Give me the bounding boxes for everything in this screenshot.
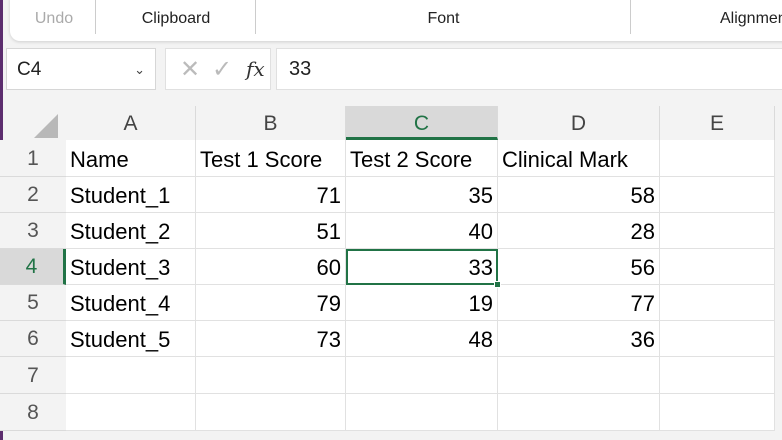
divider [255,0,256,34]
cell-b3[interactable]: 51 [196,213,346,249]
cell-c7[interactable] [346,357,498,394]
row-header-8[interactable]: 8 [0,394,66,431]
ribbon-group-undo[interactable]: Undo [34,10,74,27]
cell-e4[interactable] [660,249,775,285]
column-header-e[interactable]: E [660,106,775,140]
cell-d6[interactable]: 36 [498,321,660,357]
cell-d5[interactable]: 77 [498,285,660,321]
cell-c2[interactable]: 35 [346,177,498,213]
cell-b2[interactable]: 71 [196,177,346,213]
row-header-2[interactable]: 2 [0,177,66,213]
chevron-down-icon[interactable]: ⌄ [134,62,145,77]
cell-a4[interactable]: Student_3 [66,249,196,285]
row-header-7[interactable]: 7 [0,357,66,394]
cell-c6[interactable]: 48 [346,321,498,357]
check-icon[interactable]: ✓ [212,56,233,83]
ribbon-group-alignment[interactable]: Alignment [720,10,782,27]
cell-b8[interactable] [196,394,346,431]
cell-d2[interactable]: 58 [498,177,660,213]
cell-d4[interactable]: 56 [498,249,660,285]
cell-a8[interactable] [66,394,196,431]
cell-e6[interactable] [660,321,775,357]
cell-b6[interactable]: 73 [196,321,346,357]
ribbon: Undo Clipboard Font Alignment [10,0,782,41]
ribbon-group-font[interactable]: Font [427,10,460,27]
cell-a1[interactable]: Name [66,140,196,177]
row-header-4[interactable]: 4 [0,249,66,285]
row-header-3[interactable]: 3 [0,213,66,249]
cell-b1[interactable]: Test 1 Score [196,140,346,177]
ribbon-group-clipboard[interactable]: Clipboard [141,10,211,27]
cell-c4[interactable]: 33 [346,249,498,285]
cell-e7[interactable] [660,357,775,394]
cell-d3[interactable]: 28 [498,213,660,249]
select-all-icon[interactable] [34,114,58,138]
name-box-value: C4 [17,59,42,80]
cell-d1[interactable]: Clinical Mark [498,140,660,177]
formula-input[interactable]: 33 [276,48,782,90]
cell-e8[interactable] [660,394,775,431]
cell-c3[interactable]: 40 [346,213,498,249]
cell-b4[interactable]: 60 [196,249,346,285]
cell-a7[interactable] [66,357,196,394]
cell-d8[interactable] [498,394,660,431]
cell-e3[interactable] [660,213,775,249]
cell-a2[interactable]: Student_1 [66,177,196,213]
cell-d7[interactable] [498,357,660,394]
cell-e5[interactable] [660,285,775,321]
column-header-c[interactable]: C [346,106,498,140]
cell-c1[interactable]: Test 2 Score [346,140,498,177]
divider [630,0,631,34]
row-header-6[interactable]: 6 [0,321,66,357]
formula-buttons: ✕ ✓ fx [165,48,271,90]
row-header-5[interactable]: 5 [0,285,66,321]
cell-c8[interactable] [346,394,498,431]
x-icon[interactable]: ✕ [180,56,201,83]
name-box[interactable]: C4 ⌄ [6,48,156,90]
cell-b7[interactable] [196,357,346,394]
cell-a6[interactable]: Student_5 [66,321,196,357]
row-header-1[interactable]: 1 [0,140,66,177]
cell-a3[interactable]: Student_2 [66,213,196,249]
column-header-b[interactable]: B [196,106,346,140]
cell-b5[interactable]: 79 [196,285,346,321]
column-header-d[interactable]: D [498,106,660,140]
fill-handle[interactable] [494,281,501,288]
cell-e2[interactable] [660,177,775,213]
cell-e1[interactable] [660,140,775,177]
cell-c5[interactable]: 19 [346,285,498,321]
fx-icon[interactable]: fx [246,57,265,81]
cell-a5[interactable]: Student_4 [66,285,196,321]
column-header-a[interactable]: A [66,106,196,140]
divider [95,0,96,34]
